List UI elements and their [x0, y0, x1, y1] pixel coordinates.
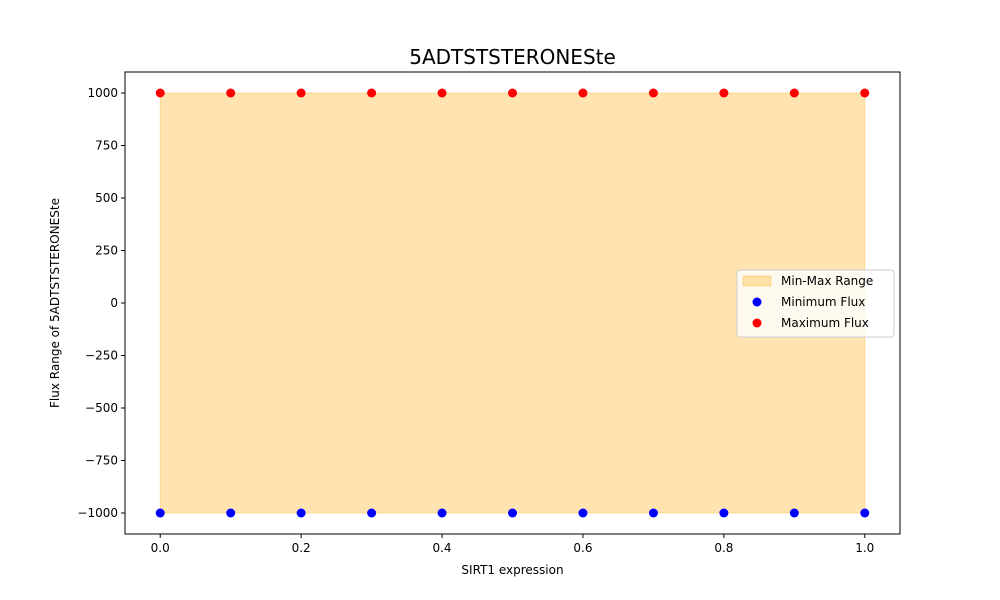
min-flux-point: [367, 508, 377, 518]
min-flux-point: [296, 508, 306, 518]
y-tick-label: −750: [85, 454, 118, 468]
max-flux-point: [155, 88, 165, 98]
min-flux-point: [155, 508, 165, 518]
x-axis-label: SIRT1 expression: [461, 563, 563, 577]
y-tick-label: 750: [95, 139, 118, 153]
y-tick-label: 500: [95, 191, 118, 205]
legend-marker-max: [752, 318, 762, 328]
legend-label-range: Min-Max Range: [781, 274, 873, 288]
legend-marker-min: [752, 297, 762, 307]
max-flux-point: [789, 88, 799, 98]
legend-box: [736, 269, 895, 338]
max-flux-point: [860, 88, 870, 98]
x-tick-label: 0.6: [573, 541, 592, 555]
min-flux-point: [789, 508, 799, 518]
max-flux-point: [578, 88, 588, 98]
y-tick-label: 1000: [87, 86, 118, 100]
max-flux-point: [648, 88, 658, 98]
legend: Min-Max Range Minimum Flux Maximum Flux: [736, 269, 895, 338]
min-flux-point: [226, 508, 236, 518]
min-flux-point: [437, 508, 447, 518]
max-flux-point: [508, 88, 517, 98]
legend-label-min: Minimum Flux: [781, 295, 865, 309]
y-tick-label: 0: [110, 296, 118, 310]
y-tick-label: −250: [85, 349, 118, 363]
max-flux-point: [367, 88, 377, 98]
y-tick-label: 250: [95, 244, 118, 258]
min-flux-point: [860, 508, 870, 518]
y-tick-label: −500: [85, 401, 118, 415]
min-flux-point: [648, 508, 658, 518]
legend-label-max: Maximum Flux: [781, 316, 869, 330]
chart-title: 5ADTSTSTERONESte: [409, 45, 616, 69]
min-flux-point: [508, 508, 517, 518]
max-flux-point: [719, 88, 729, 98]
max-flux-point: [437, 88, 447, 98]
max-flux-point: [226, 88, 236, 98]
x-tick-label: 0.2: [292, 541, 311, 555]
x-tick-label: 1.0: [855, 541, 874, 555]
y-tick-label: −1000: [77, 506, 118, 520]
legend-swatch-range: [742, 275, 772, 287]
x-tick-label: 0.0: [151, 541, 170, 555]
max-flux-point: [296, 88, 306, 98]
y-axis-label: Flux Range of 5ADTSTSTERONESte: [48, 198, 62, 408]
min-flux-point: [719, 508, 729, 518]
plot-area: 0.0 0.2 0.4 0.6 0.8 1.0 1000 750 500 250 0 −250 −500…: [77, 71, 901, 555]
min-flux-point: [578, 508, 588, 518]
x-tick-label: 0.8: [714, 541, 733, 555]
x-tick-label: 0.4: [432, 541, 451, 555]
